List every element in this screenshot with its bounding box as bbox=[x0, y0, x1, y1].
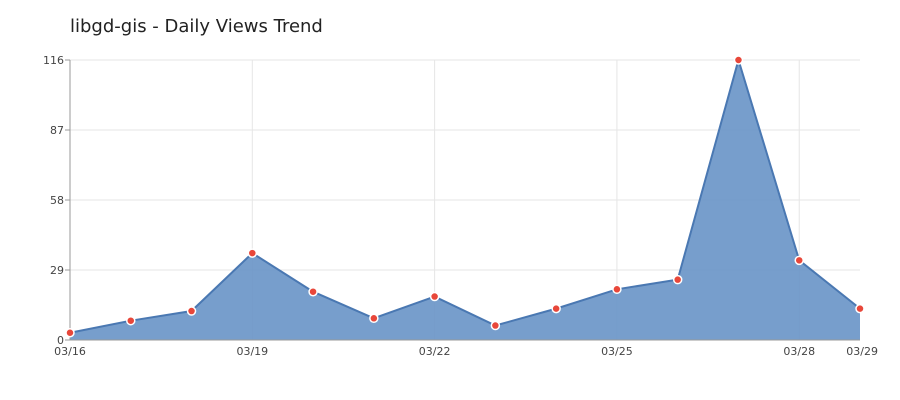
chart-title: libgd-gis - Daily Views Trend bbox=[70, 16, 323, 37]
x-tick-label: 03/19 bbox=[236, 345, 268, 358]
y-tick-label: 58 bbox=[50, 194, 64, 207]
area-layer bbox=[69, 56, 861, 340]
data-point bbox=[551, 303, 561, 314]
x-tick-label: 03/29 bbox=[846, 345, 878, 358]
axes bbox=[69, 60, 860, 341]
data-point bbox=[855, 303, 865, 314]
y-tick-label: 87 bbox=[50, 124, 64, 137]
x-tick-label: 03/16 bbox=[54, 345, 86, 358]
series-line bbox=[69, 56, 861, 334]
x-tick-label: 03/22 bbox=[419, 345, 451, 358]
data-point bbox=[247, 248, 258, 258]
data-point bbox=[126, 315, 136, 326]
markers bbox=[65, 55, 865, 338]
area-fill bbox=[70, 60, 860, 340]
data-point bbox=[308, 286, 318, 297]
x-tick-label: 03/25 bbox=[601, 345, 633, 358]
x-tick-label: 03/28 bbox=[783, 345, 815, 358]
data-point bbox=[672, 274, 683, 285]
y-tick-label: 29 bbox=[50, 264, 64, 277]
data-point bbox=[612, 284, 622, 295]
y-tick-label: 116 bbox=[43, 54, 64, 67]
data-point bbox=[65, 328, 75, 338]
data-point bbox=[369, 313, 379, 324]
y-tick-label: 0 bbox=[57, 334, 64, 347]
tick-labels: 0 29 58 87 116 03/16 03/19 03/22 03/25 03/28 03/29 bbox=[43, 54, 878, 358]
data-point bbox=[733, 55, 744, 65]
data-point bbox=[186, 306, 197, 316]
data-point bbox=[794, 255, 804, 266]
data-point bbox=[429, 291, 440, 302]
data-point bbox=[490, 320, 501, 331]
